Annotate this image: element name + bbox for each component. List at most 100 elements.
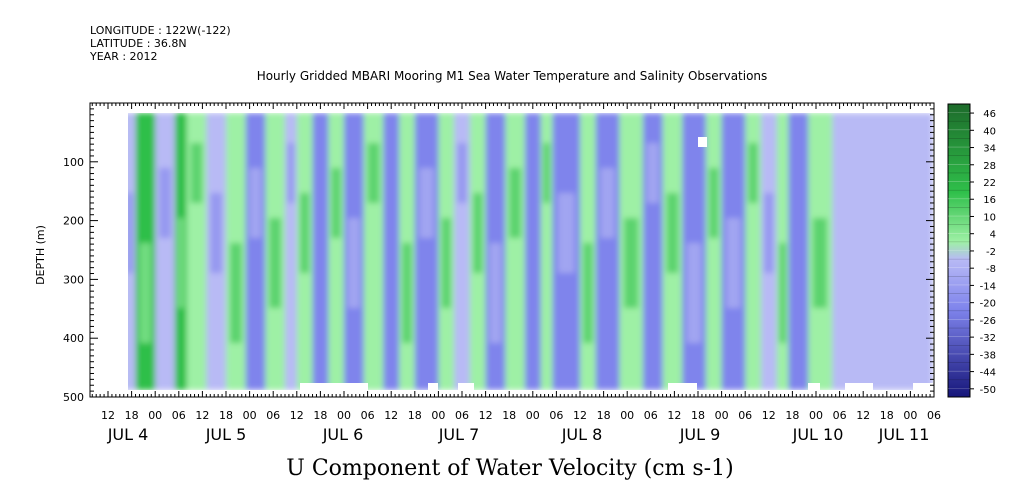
heatmap-patch [764,193,774,273]
colorbar-tick-label: 22 [983,178,996,189]
missing-data-mask [428,383,438,391]
heatmap-patch [315,243,326,343]
missing-data-mask [90,104,128,396]
heatmap-patch [402,243,412,343]
x-hour-tick-label: 06 [644,409,658,422]
heatmap-patch [249,168,262,238]
missing-data-masks [90,104,933,396]
heatmap-patch [177,218,185,308]
heatmap-patch [347,218,360,308]
x-hour-tick-label: 00 [620,409,634,422]
heatmap-column [245,113,266,390]
year-label: YEAR : 2012 [90,50,158,63]
x-hour-tick-label: 00 [431,409,445,422]
heatmap-patch [139,243,152,343]
x-hour-tick-label: 00 [715,409,729,422]
x-hour-tick-label: 00 [148,409,162,422]
heatmap-column [705,113,723,390]
x-hour-tick-label: 06 [927,409,941,422]
x-hour-tick-label: 06 [549,409,563,422]
x-axis-label: U Component of Water Velocity (cm s-1) [286,456,733,481]
heatmap-patch [269,218,282,308]
heatmap-column [788,113,809,390]
heatmap-patch [128,193,134,273]
heatmap-patch [709,168,719,238]
y-axis: 100 200 300 400 500 [63,102,934,404]
heatmap-column [505,113,526,390]
heatmap-patch [473,193,483,273]
colorbar-tick-label: 28 [983,161,996,172]
x-hour-tick-label: 12 [384,409,398,422]
x-hour-tick-label: 12 [762,409,776,422]
x-hour-tick-label: 06 [361,409,375,422]
colorbar: 46 40 34 28 22 16 10 4 -2 -8 -14 -20 -26 -32 -38 -44 -50 [947,103,996,398]
colorbar-tick-label: -32 [980,333,996,344]
x-hour-tick-label: 06 [738,409,752,422]
x-hour-tick-label: 18 [408,409,422,422]
colorbar-tick-label: -14 [980,281,996,292]
missing-data-mask [300,383,368,391]
x-hour-tick-label: 18 [502,409,516,422]
heatmap-patch [726,218,741,308]
longitude-label: LONGITUDE : 122W(-122) [90,24,231,37]
x-hour-tick-label: 18 [597,409,611,422]
y-tick-label: 500 [63,391,84,404]
x-day-label: JUL 6 [322,425,364,444]
colorbar-tick-label: -20 [980,299,996,310]
colorbar-tick-label: -50 [980,385,996,396]
colorbar-tick-label: -38 [980,350,996,361]
colorbar-tick-label: 10 [983,212,996,223]
x-day-label: JUL 9 [679,425,721,444]
heatmap-patch [624,218,639,308]
x-hour-tick-label: 00 [809,409,823,422]
colorbar-tick-label: -8 [986,264,996,275]
x-hour-tick-label: 06 [455,409,469,422]
x-hour-tick-label: 12 [667,409,681,422]
heatmap-blur-group [128,113,933,390]
heatmap-patch [331,168,341,238]
heatmap-patch [666,193,679,273]
y-axis-label: DEPTH (m) [34,225,47,285]
missing-data-mask [845,383,873,391]
heatmap-patch [229,243,242,343]
colorbar-tick-label: -44 [980,368,996,379]
heatmap-column [414,113,439,390]
heatmap-patch [299,193,310,273]
x-day-label: JUL 11 [878,425,930,444]
heatmap-patch [812,218,828,308]
missing-data-mask [808,383,820,391]
heatmap-patch [792,168,805,238]
heatmap-patch [600,168,615,238]
heatmap-column [328,113,345,390]
x-hour-tick-label: 00 [243,409,257,422]
heatmap-patch [509,168,521,238]
x-hour-tick-label: 06 [833,409,847,422]
x-day-label: JUL 5 [205,425,247,444]
y-tick-label: 200 [63,215,84,228]
heatmap-data [128,113,933,390]
heatmap-patch [190,143,203,203]
colorbar-tick-label: 34 [983,144,996,155]
y-tick-label: 400 [63,332,84,345]
heatmap-patch [489,243,502,343]
heatmap-patch [159,168,171,238]
colorbar-tick-label: -2 [986,247,996,258]
heatmap-patch [779,243,787,343]
x-hour-tick-label: 06 [266,409,280,422]
x-hour-tick-label: 00 [337,409,351,422]
heatmap-patch [210,193,223,273]
x-hour-tick-label: 18 [880,409,894,422]
heatmap-patch [386,193,396,273]
x-hour-tick-label: 12 [856,409,870,422]
y-tick-label: 300 [63,273,84,286]
x-hour-tick-label: 12 [479,409,493,422]
heatmap-patch [457,143,467,203]
y-tick-label: 100 [63,156,84,169]
x-hour-tick-label: 18 [785,409,799,422]
heatmap-patch [367,143,380,203]
heatmap-patch [528,218,538,308]
x-hour-tick-label: 12 [195,409,209,422]
x-axis: 12 18 00 06 12 18 00 06 12 18 00 06 12 18 00 06 12 18 00 06… [91,103,941,444]
x-hour-tick-label: 06 [172,409,186,422]
heatmap-patch [287,143,295,203]
